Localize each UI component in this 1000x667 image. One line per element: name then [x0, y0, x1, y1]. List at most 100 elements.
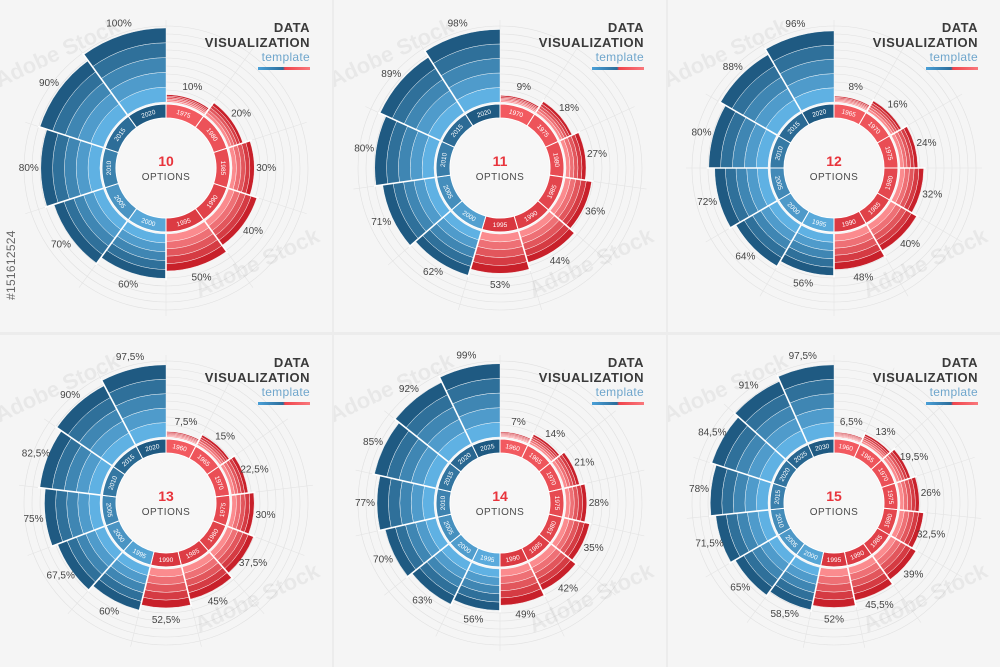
percent-label: 78%: [689, 484, 709, 495]
chart-header: DATA VISUALIZATION template: [539, 355, 644, 405]
year-label: 1975: [553, 496, 560, 511]
percent-label: 18%: [559, 103, 579, 114]
percent-label: 62%: [423, 267, 443, 278]
chart-segment: [833, 224, 887, 270]
chart-segment: [423, 29, 501, 113]
center-disc: [117, 454, 215, 552]
center-number: 11: [493, 153, 508, 169]
year-label: 2020: [141, 109, 157, 120]
year-label: 2010: [106, 160, 113, 175]
year-label: 1960: [172, 443, 188, 453]
year-segment: [135, 438, 167, 460]
chart-segment: [377, 56, 465, 142]
chart-panel-12: 8% 16% 24% 32% 40% 48% 56% 64% 72% 80% 88% 96% 1965 1…: [668, 0, 1000, 332]
year-label: 1970: [508, 109, 524, 120]
chart-segment: [735, 200, 802, 269]
chart-segment: [393, 381, 472, 463]
header-title: DATA VISUALIZATION: [204, 20, 310, 50]
chart-header: DATA VISUALIZATION template: [539, 20, 644, 70]
center-label: OPTIONS: [476, 172, 525, 183]
year-label: 1975: [175, 109, 191, 120]
header-subtitle: template: [929, 385, 978, 399]
year-label: 1995: [811, 218, 827, 229]
percent-label: 21%: [574, 457, 594, 468]
chart-segment: [896, 475, 920, 513]
chart-header: DATA VISUALIZATION template: [873, 355, 978, 405]
percent-label: 32%: [922, 189, 942, 200]
chart-segment: [499, 429, 532, 444]
center-label: OPTIONS: [810, 507, 859, 518]
year-label: 1960: [838, 443, 854, 453]
year-segment: [807, 438, 835, 458]
year-label: 2015: [774, 489, 783, 504]
center-number: 13: [158, 488, 174, 504]
percent-label: 45,5%: [865, 600, 893, 611]
center-number: 15: [826, 488, 842, 504]
percent-label: 26%: [921, 488, 941, 499]
percent-label: 27%: [587, 149, 607, 160]
year-segment: [471, 438, 501, 459]
chart-segment: [411, 543, 473, 607]
year-label: 1990: [159, 557, 174, 564]
chart-segment: [209, 525, 256, 574]
year-label: 1980: [884, 175, 895, 191]
year-label: 1980: [551, 152, 560, 168]
chart-segment: [92, 552, 151, 613]
percent-label: 44%: [550, 256, 570, 267]
percent-label: 89%: [381, 69, 401, 80]
chart-segment: [100, 221, 167, 281]
center-label: OPTIONS: [142, 507, 191, 518]
header-gradient-bar: [592, 67, 644, 70]
chart-segment: [564, 482, 587, 523]
percent-label: 45%: [208, 597, 228, 608]
chart-segment: [470, 231, 531, 274]
chart-segment: [382, 177, 451, 248]
radial-chart: 8% 16% 24% 32% 40% 48% 56% 64% 72% 80% 88% 96% 1965 1…: [686, 19, 982, 316]
chart-panel-14: 7% 14% 21% 28% 35% 42% 49% 56% 63% 70% 77% 85% 92% 99…: [334, 335, 666, 667]
radial-chart: 6,5% 13% 19,5% 26% 32,5% 39% 45,5% 52% 58,5% 65% 7…: [686, 351, 982, 648]
percent-label: 30%: [255, 510, 275, 521]
chart-segment: [228, 139, 255, 196]
chart-segment: [204, 100, 244, 148]
percent-label: 13%: [875, 427, 895, 438]
percent-label: 24%: [916, 138, 936, 149]
percent-label: 97,5%: [789, 351, 817, 362]
chart-segment: [37, 430, 112, 496]
percent-label: 97,5%: [116, 352, 144, 363]
chart-segment: [181, 551, 234, 600]
center-disc: [451, 119, 549, 217]
center-label: OPTIONS: [476, 507, 525, 518]
chart-segment: [499, 562, 546, 606]
percent-label: 10%: [182, 82, 202, 93]
center-label: OPTIONS: [810, 172, 859, 183]
chart-header: DATA VISUALIZATION template: [205, 355, 310, 405]
percent-label: 40%: [900, 239, 920, 250]
percent-label: 42%: [558, 583, 578, 594]
percent-label: 22,5%: [240, 464, 268, 475]
chart-segment: [376, 475, 436, 532]
percent-label: 99%: [456, 351, 476, 362]
percent-label: 39%: [903, 570, 923, 581]
center-number: 12: [826, 153, 842, 169]
percent-label: 98%: [448, 19, 468, 30]
header-subtitle: template: [261, 385, 310, 399]
year-label: 2020: [145, 443, 161, 453]
percent-label: 28%: [589, 498, 609, 509]
chart-panel-10: 10% 20% 30% 40% 50% 60% 70% 80% 90% 100% 1975 1980 1…: [0, 0, 332, 332]
percent-label: 9%: [517, 82, 532, 93]
chart-segment: [40, 129, 104, 209]
percent-label: 8%: [848, 82, 863, 93]
percent-label: 37,5%: [239, 558, 267, 569]
year-label: 1975: [219, 502, 228, 518]
chart-panel-13: 7,5% 15% 22,5% 30% 37,5% 45% 52,5% 60% 67,5% 75% 8…: [0, 335, 332, 667]
percent-label: 64%: [735, 252, 755, 263]
percent-label: 80%: [19, 163, 39, 174]
header-subtitle: template: [261, 50, 310, 64]
percent-label: 14%: [545, 429, 565, 440]
chart-panel-11: 9% 18% 27% 36% 44% 53% 62% 71% 80% 89% 98% 1970 1975…: [334, 0, 666, 332]
year-label: 2030: [814, 443, 830, 453]
chart-segment: [528, 543, 578, 591]
year-label: 2010: [440, 495, 447, 510]
radial-chart: 7,5% 15% 22,5% 30% 37,5% 45% 52,5% 60% 67,5% 75% 8…: [19, 352, 313, 647]
